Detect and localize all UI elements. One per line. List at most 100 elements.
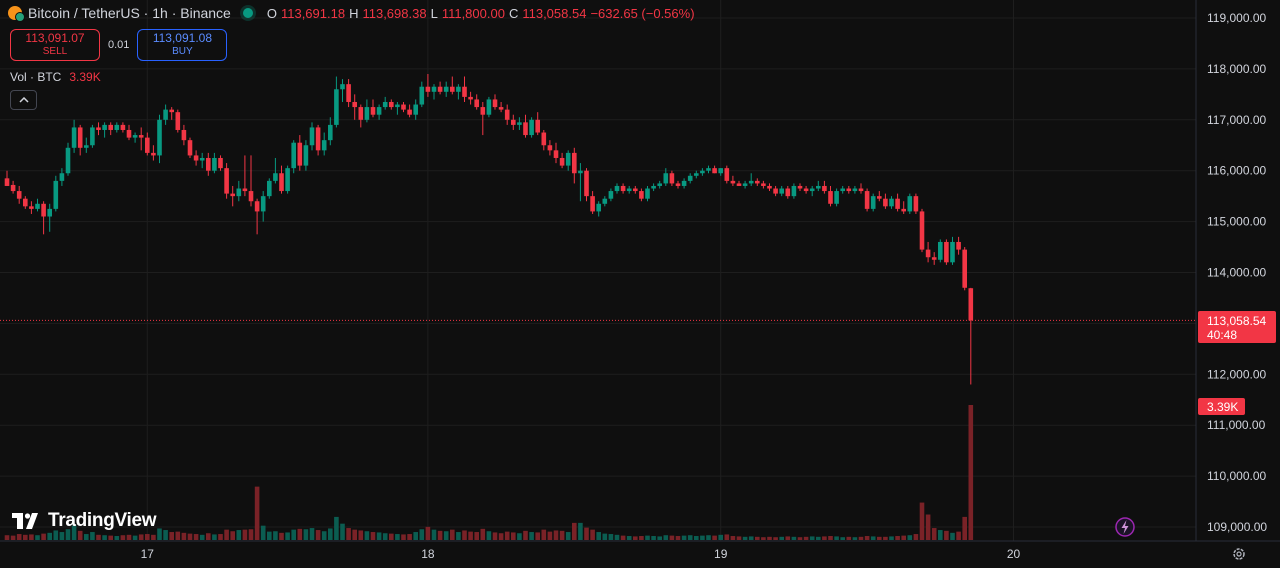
settings-icon-ring[interactable] xyxy=(1233,548,1245,560)
close-value: 113,058.54 xyxy=(522,5,587,21)
volume-bar xyxy=(291,529,296,540)
candle-body xyxy=(602,198,608,204)
candle-body xyxy=(553,150,559,158)
volume-bar xyxy=(47,532,52,540)
volume-bar xyxy=(468,531,473,540)
candle-body xyxy=(681,180,687,186)
volume-bar xyxy=(401,534,406,540)
candle-body xyxy=(279,173,284,192)
candle-body xyxy=(462,86,467,97)
candle-body xyxy=(639,191,644,199)
candle-body xyxy=(71,127,77,148)
volume-bar xyxy=(279,532,284,540)
volume-bar xyxy=(486,531,492,540)
volume-bar xyxy=(193,534,199,540)
collapse-legend-button[interactable] xyxy=(10,90,37,110)
candle-body xyxy=(35,203,40,209)
volume-bar xyxy=(895,536,900,540)
volume-bar xyxy=(724,534,730,540)
candle-body xyxy=(864,191,870,209)
sell-button[interactable]: 113,091.07 SELL xyxy=(10,29,100,61)
candle-body xyxy=(90,127,95,146)
volume-bar xyxy=(901,535,906,540)
volume-bar xyxy=(614,534,620,540)
candle-body xyxy=(657,183,662,186)
grid xyxy=(0,0,1196,541)
candle-body xyxy=(267,180,272,197)
price-tick-label: 116,000.00 xyxy=(1207,164,1266,178)
candle-body xyxy=(321,140,327,151)
volume-bar xyxy=(602,533,608,540)
volume-legend-label[interactable]: Vol · BTC xyxy=(10,70,62,84)
candle-body xyxy=(669,173,675,184)
close-key: C xyxy=(508,5,519,21)
countdown-value: 40:48 xyxy=(1207,328,1237,342)
symbol-title[interactable]: Bitcoin / TetherUS · 1h · Binance xyxy=(28,5,231,21)
volume-bar xyxy=(700,535,705,540)
buy-button[interactable]: 113,091.08 BUY xyxy=(137,29,228,61)
volume-bar xyxy=(285,532,290,540)
volume-bar xyxy=(29,534,34,540)
last-price-tag: 113,058.54 40:48 xyxy=(1198,311,1276,343)
volume-bar xyxy=(450,529,455,540)
candle-body xyxy=(334,89,339,125)
volume-bar xyxy=(437,530,443,540)
candle-body xyxy=(297,142,303,166)
volume-bar xyxy=(108,535,113,540)
volume-bar xyxy=(907,535,913,540)
candle-body xyxy=(840,188,845,192)
volume-bar xyxy=(181,532,187,540)
volume-bar xyxy=(504,531,510,540)
volume-bar xyxy=(96,534,101,540)
candle-body xyxy=(41,203,46,217)
volume-bar xyxy=(925,514,931,540)
candle-body xyxy=(291,142,296,169)
volume-bar xyxy=(511,532,516,540)
time-tick-label: 19 xyxy=(714,547,728,561)
candle-body xyxy=(443,86,449,92)
candle-body xyxy=(108,124,113,130)
volume-bar xyxy=(870,536,876,540)
volume-bar xyxy=(382,533,388,540)
candle-body xyxy=(437,86,443,92)
volume-bar xyxy=(529,532,534,540)
open-value: 113,691.18 xyxy=(280,5,346,21)
price-tick-label: 111,000.00 xyxy=(1207,418,1266,432)
trade-buttons: 113,091.07 SELL 0.01 113,091.08 BUY xyxy=(10,29,228,61)
candle-body xyxy=(730,180,736,184)
volume-bar xyxy=(474,532,479,540)
candle-body xyxy=(901,208,906,212)
tradingview-logo[interactable]: TradingView xyxy=(12,510,157,532)
candle-body xyxy=(114,124,120,130)
candle-body xyxy=(199,157,205,161)
volume-bar xyxy=(785,536,791,540)
candle-body xyxy=(822,185,827,192)
volume-bar xyxy=(663,535,669,540)
volume-bar xyxy=(132,535,138,540)
volume-bar xyxy=(657,536,662,540)
candle-body xyxy=(242,188,248,192)
candle-body xyxy=(504,109,510,120)
candle-body xyxy=(395,104,400,108)
bolt-button[interactable] xyxy=(1115,517,1135,537)
candle-body xyxy=(736,183,742,186)
candle-body xyxy=(944,241,949,263)
volume-bar xyxy=(443,531,449,540)
volume-bar xyxy=(41,533,46,540)
volume-bar xyxy=(596,532,601,540)
volume-bar xyxy=(273,531,278,540)
settings-icon[interactable] xyxy=(1233,548,1245,560)
candle-body xyxy=(431,86,437,92)
candles xyxy=(4,73,974,385)
volume-bar xyxy=(572,522,577,540)
candle-body xyxy=(480,107,486,115)
candle-body xyxy=(816,185,821,189)
candle-body xyxy=(755,180,760,184)
price-axis[interactable]: 119,000.00 118,000.00 117,000.00 116,000.00… xyxy=(1207,11,1267,534)
volume-bar xyxy=(620,535,626,540)
candle-body xyxy=(791,185,797,197)
time-axis[interactable]: 171819202122 xyxy=(141,547,1280,561)
candle-body xyxy=(633,188,638,192)
